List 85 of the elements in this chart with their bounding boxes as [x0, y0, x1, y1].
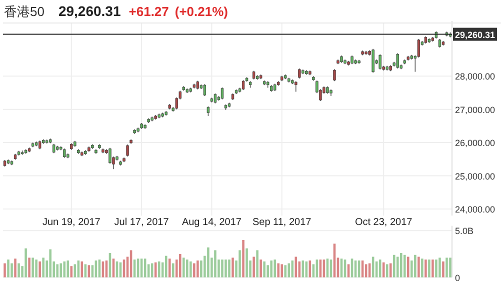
- bar: [400, 253, 402, 278]
- bar: [274, 260, 276, 278]
- bar: [200, 260, 202, 278]
- bar: [438, 258, 441, 278]
- x-tick-label: Sep 11, 2017: [252, 217, 312, 228]
- bar: [260, 260, 262, 278]
- bar: [228, 260, 230, 278]
- bar: [221, 260, 224, 278]
- chart-title: 香港50: [4, 4, 44, 19]
- bar: [270, 260, 272, 278]
- bar: [84, 264, 87, 278]
- bar: [49, 249, 52, 278]
- bar: [63, 261, 66, 278]
- bar: [60, 263, 62, 278]
- bar: [280, 264, 284, 278]
- bar: [396, 256, 399, 278]
- bar: [7, 260, 10, 278]
- bar: [364, 264, 368, 278]
- bar: [214, 250, 216, 278]
- bar: [428, 260, 430, 278]
- bar: [164, 256, 168, 278]
- bar: [284, 265, 287, 278]
- bar: [252, 256, 255, 278]
- chart-subtitle: 29,260.31: [58, 3, 121, 19]
- bar: [224, 260, 227, 278]
- bar: [70, 266, 73, 278]
- bar: [435, 260, 438, 278]
- y-tick-label: 26,000.00: [455, 138, 496, 148]
- bar: [392, 254, 396, 278]
- text: (+0.21%): [174, 4, 228, 19]
- bar: [172, 263, 174, 278]
- bar: [38, 261, 41, 278]
- bar: [207, 247, 210, 278]
- bar: [242, 240, 244, 278]
- bar: [421, 258, 424, 278]
- y-tick-label: 5.0B: [455, 226, 474, 236]
- bar: [28, 258, 30, 278]
- bar: [418, 256, 420, 278]
- bar: [277, 263, 280, 278]
- bar: [32, 258, 34, 278]
- ref-line-label: 29,260.31: [455, 30, 496, 40]
- bar: [414, 254, 416, 278]
- bar: [238, 250, 241, 278]
- bar: [347, 264, 350, 278]
- bar: [424, 260, 427, 278]
- bar: [246, 248, 248, 278]
- y-tick-label: 27,000.00: [455, 104, 496, 115]
- y-tick-label: 28,000.00: [455, 72, 496, 82]
- bar: [432, 260, 434, 278]
- x-tick-label: Jul 17, 2017: [114, 217, 170, 228]
- bar: [168, 258, 171, 278]
- bar: [4, 263, 6, 278]
- bar: [193, 263, 196, 278]
- bar: [288, 263, 290, 278]
- x-tick-label: Oct 23, 2017: [354, 217, 413, 228]
- bar: [232, 258, 234, 278]
- y-tick-label: 0: [455, 272, 460, 283]
- text: +61.27: [128, 4, 169, 19]
- bar: [263, 261, 266, 278]
- bar: [35, 260, 38, 278]
- bar: [190, 261, 192, 278]
- bar: [389, 263, 392, 278]
- bar: [42, 258, 44, 278]
- bar: [407, 256, 410, 278]
- x-tick-label: Aug 14, 2017: [182, 217, 242, 228]
- bar: [442, 261, 444, 278]
- bar: [18, 263, 20, 278]
- bar: [56, 264, 59, 278]
- bar: [256, 250, 258, 278]
- bar: [182, 258, 185, 278]
- bar: [446, 258, 448, 278]
- y-tick-label: 24,000.00: [455, 204, 496, 214]
- bar: [186, 260, 188, 278]
- bar: [74, 264, 76, 278]
- bar: [14, 258, 16, 278]
- bar: [196, 260, 199, 278]
- x-tick-label: Jun 19, 2017: [42, 217, 101, 228]
- bar: [10, 263, 13, 278]
- bar: [386, 264, 388, 278]
- bar: [88, 265, 90, 278]
- y-tick-label: 25,000.00: [455, 171, 496, 182]
- bar: [449, 258, 452, 278]
- bar: [404, 254, 406, 278]
- bar: [179, 254, 182, 278]
- bar: [24, 248, 27, 278]
